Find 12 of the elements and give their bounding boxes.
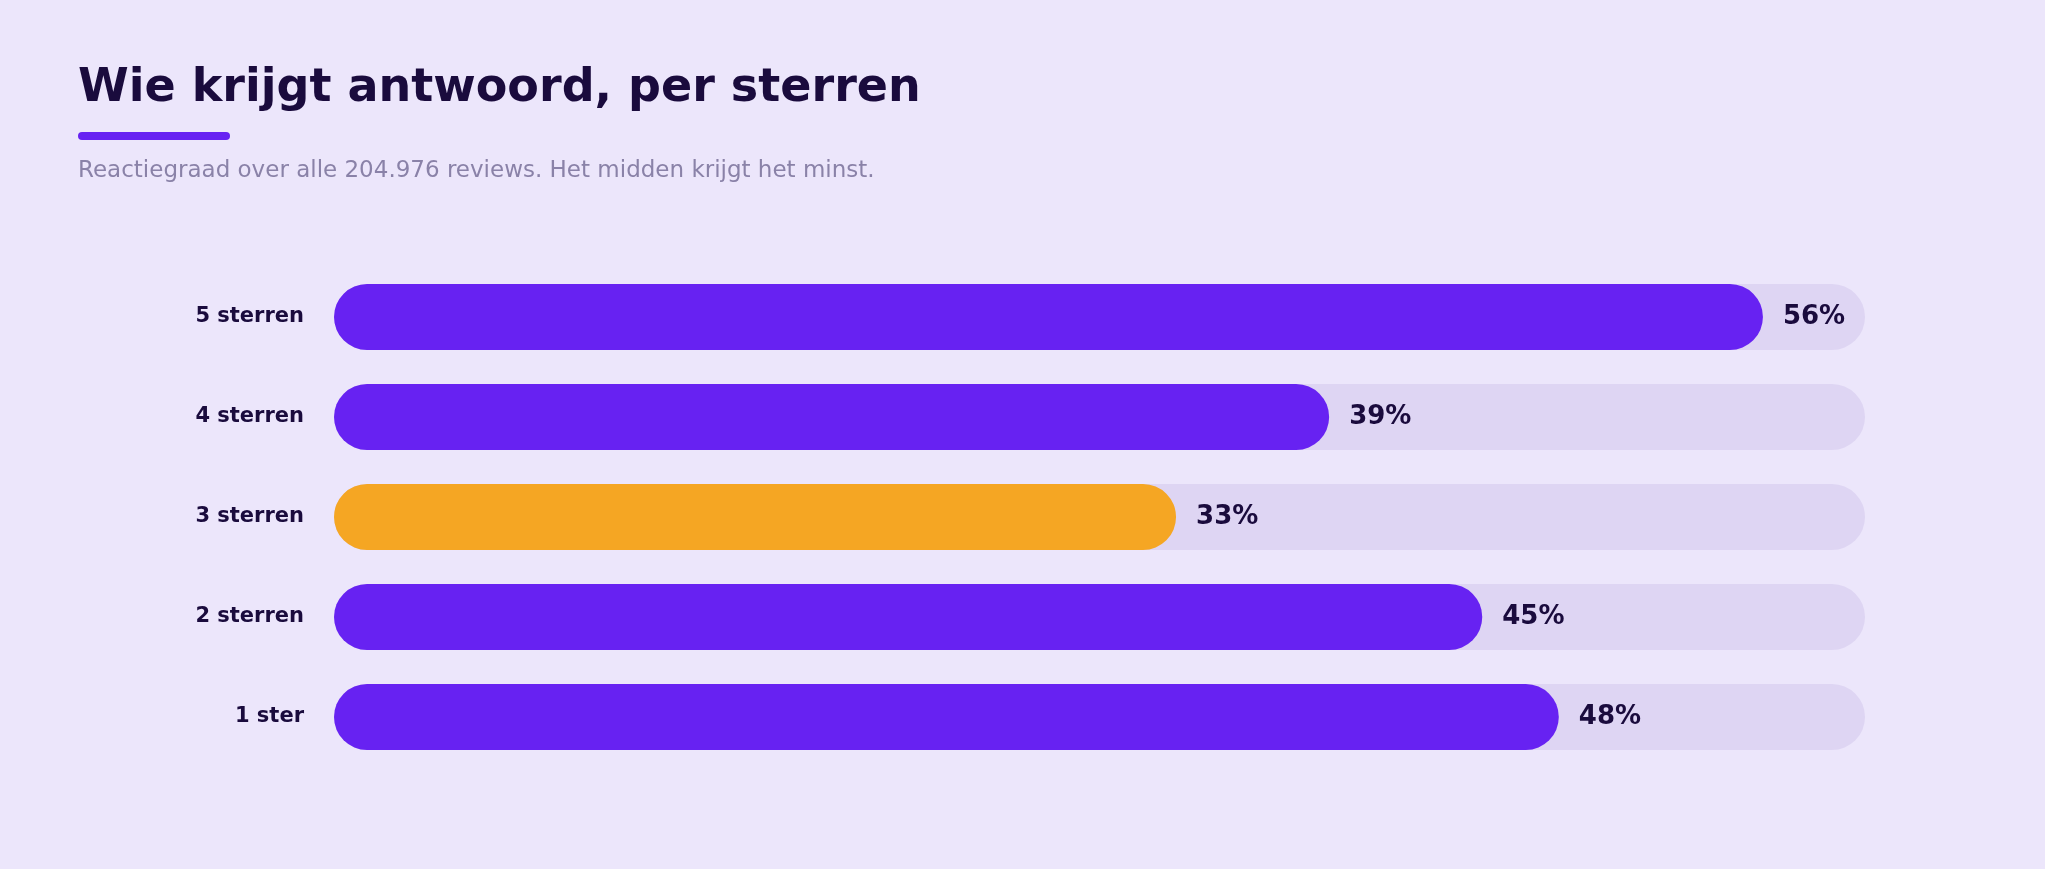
- data-label: 48%: [1578, 699, 1642, 730]
- y-tick-label: 4 sterren: [195, 403, 304, 428]
- data-label: 33%: [1196, 499, 1259, 530]
- chart-title: Wie krijgt antwoord, per sterren: [78, 58, 921, 112]
- data-label: 39%: [1349, 399, 1412, 430]
- y-tick-label: 5 sterren: [195, 303, 304, 328]
- y-tick-label: 3 sterren: [195, 503, 304, 528]
- y-tick-label: 2 sterren: [195, 603, 304, 628]
- y-tick-label: 1 ster: [234, 703, 305, 728]
- data-label: 56%: [1782, 299, 1846, 330]
- data-label: 45%: [1502, 599, 1565, 630]
- chart-subtitle: Reactiegraad over alle 204.976 reviews. Het midden krijgt het minst.: [78, 156, 875, 182]
